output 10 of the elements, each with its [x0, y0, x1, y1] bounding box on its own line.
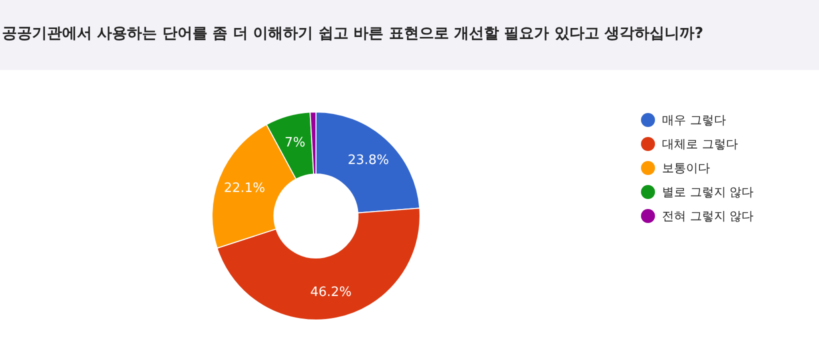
- legend-label: 보통이다: [662, 161, 710, 176]
- chart-title: 공공기관에서 사용하는 단어를 좀 더 이해하기 쉽고 바른 표현으로 개선할 필요가 있다고 생각하십니까?: [2, 24, 704, 42]
- legend-label: 매우 그렇다: [662, 113, 726, 128]
- data-label: 46.2%: [310, 285, 352, 300]
- data-label: 23.8%: [348, 153, 390, 168]
- legend-label: 전혀 그렇지 않다: [662, 209, 754, 224]
- legend-label: 별로 그렇지 않다: [662, 185, 754, 200]
- data-label: 22.1%: [224, 180, 266, 196]
- legend-label: 대체로 그렇다: [662, 137, 738, 152]
- data-label: 7%: [284, 135, 306, 150]
